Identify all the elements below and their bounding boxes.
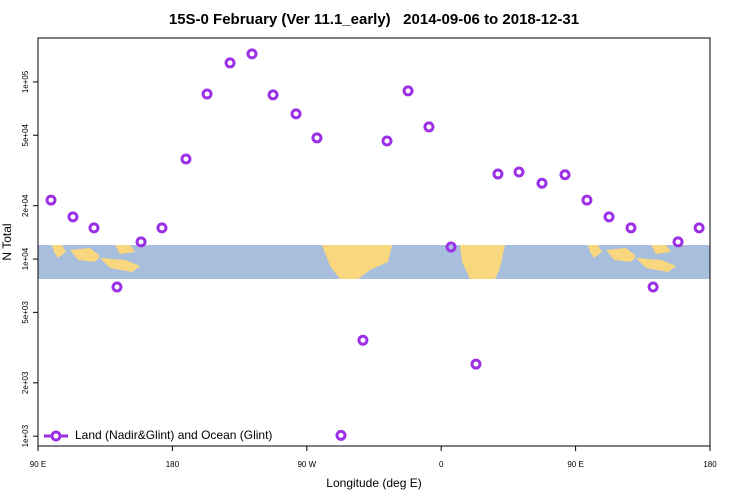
point bbox=[180, 153, 192, 165]
legend-label: Land (Nadir&Glint) and Ocean (Glint) bbox=[75, 428, 272, 442]
point bbox=[559, 169, 571, 181]
x-tick-label: 180 bbox=[166, 460, 180, 469]
y-tick-label: 2e+03 bbox=[21, 371, 30, 394]
point bbox=[201, 88, 213, 100]
legend-marker bbox=[50, 430, 62, 442]
plot-frame bbox=[37, 37, 711, 447]
point bbox=[267, 89, 279, 101]
x-tick-label: 180 bbox=[703, 460, 717, 469]
y-tick-label: 5e+04 bbox=[21, 123, 30, 146]
point bbox=[647, 281, 659, 293]
chart-title: 15S-0 February (Ver 11.1_early) 2014-09-… bbox=[169, 11, 579, 28]
point bbox=[423, 121, 435, 133]
point bbox=[470, 358, 482, 370]
point bbox=[402, 85, 414, 97]
x-tick-label: 0 bbox=[439, 460, 444, 469]
point bbox=[246, 48, 258, 60]
y-axis-label: N Total bbox=[0, 223, 14, 260]
point bbox=[224, 57, 236, 69]
point bbox=[381, 135, 393, 147]
point bbox=[135, 236, 147, 248]
y-tick-label: 1e+05 bbox=[21, 70, 30, 93]
x-tick-label: 90 E bbox=[567, 460, 583, 469]
x-tick-label: 90 W bbox=[297, 460, 316, 469]
point bbox=[290, 108, 302, 120]
point bbox=[536, 177, 548, 189]
point bbox=[311, 132, 323, 144]
y-tick-label: 1e+03 bbox=[21, 424, 30, 447]
point bbox=[492, 168, 504, 180]
point bbox=[45, 194, 57, 206]
point bbox=[693, 222, 705, 234]
point bbox=[357, 334, 369, 346]
point bbox=[513, 166, 525, 178]
y-tick-label: 1e+04 bbox=[21, 247, 30, 270]
point bbox=[88, 222, 100, 234]
point bbox=[625, 222, 637, 234]
point bbox=[335, 429, 347, 441]
map-band bbox=[38, 245, 710, 279]
point bbox=[156, 222, 168, 234]
x-axis-label: Longitude (deg E) bbox=[326, 476, 421, 490]
y-tick-label: 5e+03 bbox=[21, 301, 30, 324]
point bbox=[445, 241, 457, 253]
x-tick-label: 90 E bbox=[30, 460, 46, 469]
y-tick-label: 2e+04 bbox=[21, 194, 30, 217]
point bbox=[672, 236, 684, 248]
point bbox=[603, 211, 615, 223]
point bbox=[111, 281, 123, 293]
point bbox=[67, 211, 79, 223]
point bbox=[581, 194, 593, 206]
